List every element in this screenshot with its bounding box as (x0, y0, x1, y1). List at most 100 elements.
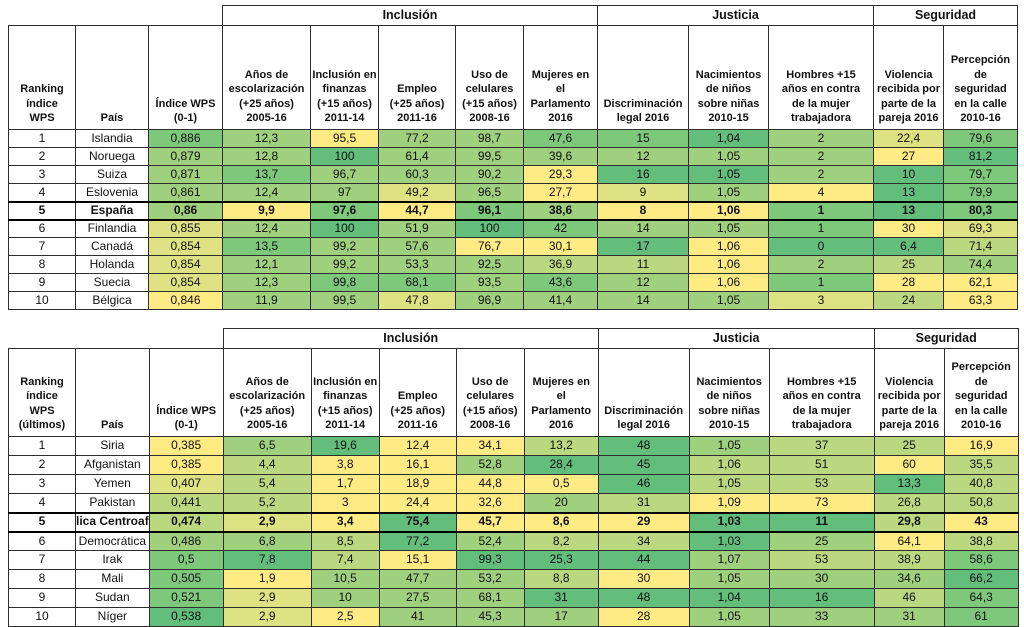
value-cell: 77,2 (378, 531, 457, 551)
value-cell: 3 (310, 493, 380, 513)
value-cell: 100 (310, 147, 379, 166)
value-cell: 31 (873, 607, 945, 627)
value-cell: 1 (768, 219, 874, 238)
value-cell: 1,04 (688, 588, 770, 608)
value-cell: 44 (597, 550, 690, 570)
value-cell: 96,1 (455, 200, 524, 221)
column-header: País (75, 25, 149, 130)
value-cell: 74,4 (943, 255, 1018, 274)
value-cell: 80,3 (943, 200, 1018, 221)
value-cell: 99,8 (310, 273, 379, 292)
value-cell: 43,6 (523, 273, 598, 292)
table-row: 1 Siria 0,385 6,5 19,6 12,4 34,1 13,2 48 1,05 37 25… (8, 436, 1019, 456)
rank-cell: 1 (8, 436, 76, 456)
value-cell: 0,871 (148, 165, 223, 184)
value-cell: 44,8 (455, 474, 525, 494)
value-cell: 48 (597, 588, 690, 608)
column-header: País (75, 348, 150, 437)
value-cell: 26,8 (873, 493, 945, 513)
value-cell: 58,6 (943, 550, 1019, 570)
value-cell: 31 (597, 493, 690, 513)
value-cell: 0,521 (148, 588, 224, 608)
value-cell: 1,05 (688, 147, 769, 166)
value-cell: 45,7 (455, 511, 525, 533)
value-cell: 28,4 (523, 455, 599, 475)
value-cell: 64,3 (943, 588, 1019, 608)
value-cell: 61,4 (378, 147, 456, 166)
value-cell: 0,5 (148, 550, 224, 570)
value-cell: 48 (597, 436, 690, 456)
value-cell: 40,8 (943, 474, 1019, 494)
value-cell: 16,1 (378, 455, 457, 475)
value-cell: 100 (455, 219, 524, 238)
value-cell: 46 (597, 474, 690, 494)
wps-table-top-ranking: Inclusión Justicia Seguridad Ranking índice… (8, 5, 1018, 310)
value-cell: 27,7 (523, 183, 598, 202)
table-row: 3 Yemen 0,407 5,4 1,7 18,9 44,8 0,5 46 1,05 53 13,3… (8, 474, 1019, 494)
value-cell: 64,1 (873, 531, 945, 551)
country-cell: Islandia (75, 129, 149, 148)
column-header: Índice WPS (0-1) (148, 348, 224, 437)
column-header: Uso de celulares (+15 años) 2008-16 (455, 25, 524, 130)
column-header: Mujeres en el Parlamento 2016 (523, 348, 599, 437)
value-cell: 73 (768, 493, 875, 513)
value-cell: 34,1 (455, 436, 525, 456)
value-cell: 12 (597, 273, 689, 292)
value-cell: 1,03 (688, 531, 770, 551)
value-cell: 14 (597, 291, 689, 310)
value-cell: 79,7 (943, 165, 1018, 184)
value-cell: 99,2 (310, 255, 379, 274)
value-cell: 98,7 (455, 129, 524, 148)
rank-cell: 6 (8, 531, 76, 551)
value-cell: 49,2 (378, 183, 456, 202)
value-cell: 47,8 (378, 291, 456, 310)
column-header: Inclusión en finanzas (+15 años) 2011-14 (310, 25, 379, 130)
value-cell: 53 (768, 474, 875, 494)
column-header: Empleo (+25 años) 2011-16 (378, 348, 457, 437)
value-cell: 12 (597, 147, 689, 166)
value-cell: 4,4 (222, 455, 312, 475)
value-cell: 1,05 (688, 165, 769, 184)
value-cell: 10 (873, 165, 944, 184)
value-cell: 47,7 (378, 569, 457, 589)
value-cell: 69,3 (943, 219, 1018, 238)
value-cell: 31 (523, 588, 599, 608)
value-cell: 17 (523, 607, 599, 627)
column-header: Discriminación legal 2016 (597, 25, 689, 130)
rank-cell: 9 (8, 273, 76, 292)
value-cell: 12,3 (222, 129, 311, 148)
rank-cell: 5 (8, 511, 76, 533)
value-cell: 1,9 (222, 569, 312, 589)
value-cell: 30 (597, 569, 690, 589)
value-cell: 2 (768, 255, 874, 274)
value-cell: 77,2 (378, 129, 456, 148)
value-cell: 0,855 (148, 219, 223, 238)
table-row: 5 lica Centroaf 0,474 2,9 3,4 75,4 45,7 8,6 29 1,… (8, 511, 1019, 533)
rank-cell: 3 (8, 165, 76, 184)
value-cell: 17 (597, 237, 689, 256)
value-cell: 2,9 (222, 588, 312, 608)
rank-cell: 1 (8, 129, 76, 148)
value-cell: 4 (768, 183, 874, 202)
value-cell: 13,5 (222, 237, 311, 256)
value-cell: 1,07 (688, 550, 770, 570)
value-cell: 53,3 (378, 255, 456, 274)
value-cell: 0,854 (148, 237, 223, 256)
value-cell: 12,3 (222, 273, 311, 292)
value-cell: 41 (378, 607, 457, 627)
rank-cell: 4 (8, 493, 76, 513)
value-cell: 12,1 (222, 255, 311, 274)
value-cell: 46 (873, 588, 945, 608)
value-cell: 0,538 (148, 607, 224, 627)
value-cell: 71,4 (943, 237, 1018, 256)
value-cell: 1,06 (688, 255, 769, 274)
value-cell: 0 (768, 237, 874, 256)
rank-cell: 5 (8, 200, 76, 221)
value-cell: 100 (310, 219, 379, 238)
value-cell: 19,6 (310, 436, 380, 456)
value-cell: 27,5 (378, 588, 457, 608)
value-cell: 6,4 (873, 237, 944, 256)
value-cell: 1 (768, 273, 874, 292)
value-cell: 12,8 (222, 147, 311, 166)
table-row: 3 Suiza 0,871 13,7 96,7 60,3 90,2 29,3 16 1,05 2 10… (8, 165, 1018, 184)
